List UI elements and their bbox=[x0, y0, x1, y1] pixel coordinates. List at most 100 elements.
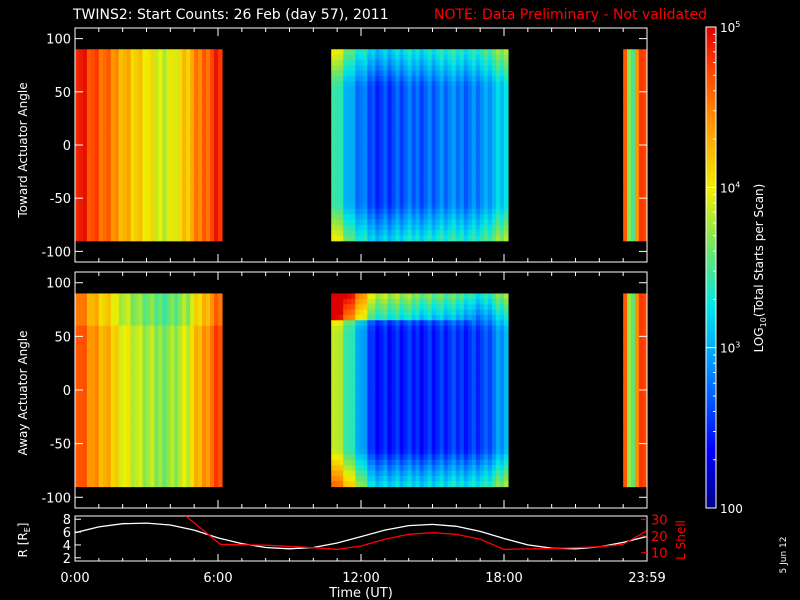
heatmap-cell bbox=[487, 107, 493, 114]
heatmap-cell bbox=[475, 54, 481, 61]
heatmap-cell bbox=[166, 427, 171, 434]
heatmap-cell bbox=[371, 203, 376, 210]
heatmap-cell bbox=[371, 160, 376, 167]
heatmap-cell bbox=[467, 160, 473, 167]
heatmap-cell bbox=[166, 363, 171, 370]
heatmap-cell bbox=[210, 150, 215, 157]
heatmap-cell bbox=[158, 118, 163, 125]
heatmap-cell bbox=[210, 336, 215, 343]
heatmap-cell bbox=[138, 304, 144, 311]
heatmap-cell bbox=[475, 176, 481, 183]
heatmap-cell bbox=[419, 145, 425, 151]
heatmap-cell bbox=[371, 443, 376, 450]
heatmap-cell bbox=[475, 150, 481, 157]
heatmap-cell bbox=[162, 81, 167, 88]
heatmap-cell bbox=[154, 481, 160, 488]
heatmap-cell bbox=[75, 325, 80, 332]
heatmap-cell bbox=[331, 70, 336, 77]
heatmap-cell bbox=[142, 373, 148, 380]
heatmap-cell bbox=[198, 363, 203, 370]
heatmap-cell bbox=[130, 203, 136, 210]
heatmap-cell bbox=[114, 400, 120, 407]
heatmap-cell bbox=[455, 150, 461, 157]
heatmap-cell bbox=[86, 400, 92, 407]
heatmap-cell bbox=[142, 155, 148, 162]
heatmap-cell bbox=[479, 198, 485, 205]
heatmap-cell bbox=[423, 65, 429, 72]
heatmap-cell bbox=[423, 235, 429, 242]
heatmap-cell bbox=[158, 363, 163, 370]
heatmap-cell bbox=[499, 139, 505, 146]
heatmap-cell bbox=[431, 86, 437, 93]
heatmap-cell bbox=[138, 129, 144, 135]
heatmap-cell bbox=[102, 373, 108, 380]
heatmap-cell bbox=[371, 314, 376, 321]
heatmap-cell bbox=[623, 214, 628, 221]
heatmap-cell bbox=[407, 155, 413, 162]
heatmap-cell bbox=[170, 54, 175, 61]
heatmap-cell bbox=[102, 123, 108, 130]
heatmap-cell bbox=[638, 230, 644, 237]
heatmap-cell bbox=[146, 470, 152, 477]
heatmap-cell bbox=[110, 203, 116, 210]
heatmap-cell bbox=[335, 91, 340, 98]
heatmap-cell bbox=[110, 293, 116, 300]
heatmap-cell bbox=[186, 422, 191, 429]
heatmap-cell bbox=[170, 347, 175, 354]
heatmap-cell bbox=[634, 123, 640, 130]
heatmap-cell bbox=[186, 187, 191, 194]
heatmap-cell bbox=[427, 75, 433, 82]
heatmap-cell bbox=[186, 352, 191, 359]
heatmap-cell bbox=[158, 293, 163, 300]
heatmap-cell bbox=[94, 379, 100, 386]
heatmap-cell bbox=[126, 470, 132, 477]
heatmap-cell bbox=[198, 118, 203, 125]
heatmap-cell bbox=[391, 59, 397, 66]
heatmap-cell bbox=[355, 230, 360, 237]
heatmap-cell bbox=[106, 325, 112, 332]
heatmap-cell bbox=[363, 123, 368, 130]
heatmap-cell bbox=[190, 293, 195, 300]
heatmap-cell bbox=[142, 219, 148, 226]
heatmap-cell bbox=[383, 139, 389, 146]
heatmap-cell bbox=[335, 203, 340, 210]
heatmap-cell bbox=[90, 368, 96, 375]
heatmap-cell bbox=[170, 459, 175, 466]
heatmap-cell bbox=[78, 314, 84, 321]
heatmap-cell bbox=[351, 454, 356, 461]
heatmap-cell bbox=[218, 118, 223, 125]
heatmap-cell bbox=[102, 352, 108, 359]
heatmap-cell bbox=[134, 230, 140, 237]
heatmap-cell bbox=[206, 150, 211, 157]
heatmap-cell bbox=[150, 145, 156, 151]
heatmap-cell bbox=[126, 416, 132, 423]
heatmap-cell bbox=[495, 113, 501, 120]
heatmap-cell bbox=[375, 465, 381, 472]
heatmap-cell bbox=[198, 341, 203, 348]
heatmap-cell bbox=[130, 432, 136, 439]
heatmap-cell bbox=[202, 331, 207, 337]
heatmap-cell bbox=[347, 235, 352, 242]
heatmap-cell bbox=[102, 203, 108, 210]
heatmap-cell bbox=[78, 347, 84, 354]
heatmap-cell bbox=[351, 373, 356, 380]
heatmap-cell bbox=[335, 400, 340, 407]
heatmap-cell bbox=[627, 176, 632, 183]
heatmap-cell bbox=[122, 432, 128, 439]
heatmap-cell bbox=[431, 49, 437, 56]
heatmap-cell bbox=[335, 155, 340, 162]
heatmap-cell bbox=[218, 91, 223, 98]
heatmap-cell bbox=[122, 443, 128, 450]
heatmap-cell bbox=[78, 49, 84, 56]
heatmap-cell bbox=[363, 129, 368, 135]
heatmap-cell bbox=[407, 97, 413, 104]
heatmap-cell bbox=[106, 379, 112, 386]
heatmap-cell bbox=[355, 214, 360, 221]
heatmap-cell bbox=[627, 107, 632, 114]
heatmap-cell bbox=[130, 481, 136, 488]
heatmap-cell bbox=[82, 357, 88, 364]
heatmap-cell bbox=[142, 395, 148, 402]
heatmap-cell bbox=[423, 219, 429, 226]
heatmap-cell bbox=[642, 65, 648, 72]
heatmap-cell bbox=[170, 208, 175, 215]
